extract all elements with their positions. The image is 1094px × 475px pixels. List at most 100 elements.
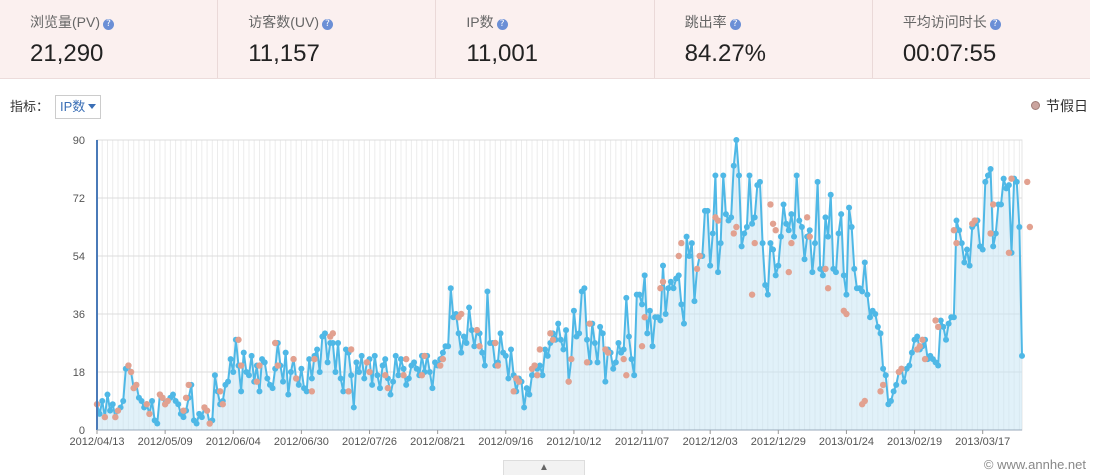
holiday-point (806, 233, 813, 240)
x-tick-label: 2012/11/07 (615, 436, 669, 448)
data-point (584, 336, 591, 343)
data-point (597, 323, 604, 330)
data-point (796, 217, 803, 224)
data-point (484, 288, 491, 295)
data-point (528, 372, 535, 379)
holiday-point (916, 343, 923, 350)
holiday-point (843, 310, 850, 318)
data-point (256, 388, 263, 395)
x-tick-label: 2012/04/13 (69, 436, 124, 448)
help-icon[interactable]: ? (103, 19, 114, 30)
holiday-point (879, 381, 887, 389)
kpi-ip: IP数? 11,001 (436, 0, 655, 78)
data-point (846, 204, 853, 211)
data-point (848, 224, 855, 230)
holiday-point (971, 217, 979, 224)
data-point (542, 346, 549, 353)
holiday-point (824, 285, 832, 292)
help-icon[interactable]: ? (989, 19, 1001, 30)
data-point (521, 404, 528, 411)
data-point (736, 172, 742, 179)
data-point (238, 388, 245, 395)
collapse-arrow-icon: ▲ (539, 462, 549, 473)
help-icon[interactable]: ? (321, 19, 333, 30)
data-point (901, 378, 908, 385)
holiday-point (568, 355, 575, 363)
data-point (356, 369, 363, 375)
holiday-point (531, 362, 538, 369)
holiday-point (347, 346, 355, 353)
data-point (198, 414, 205, 421)
holiday-point (363, 359, 371, 366)
data-point (646, 307, 653, 314)
y-tick-label: 36 (73, 309, 85, 321)
data-point (825, 233, 832, 240)
holiday-point (418, 372, 426, 379)
holiday-point (861, 397, 868, 405)
data-point (169, 391, 176, 398)
holiday-point (934, 323, 942, 331)
data-point (639, 301, 646, 308)
holiday-point (696, 252, 703, 260)
data-point (411, 359, 418, 366)
data-point (749, 220, 756, 227)
data-point (851, 265, 858, 272)
holiday-point (921, 355, 929, 363)
data-point (966, 262, 973, 269)
data-point (353, 359, 360, 366)
data-point (397, 356, 404, 363)
data-point (644, 330, 651, 337)
data-point (298, 365, 305, 372)
holiday-point (659, 278, 667, 285)
kpi-value: 84.27% (684, 40, 767, 67)
holiday-point (641, 314, 648, 321)
data-point (560, 346, 567, 353)
holiday-point (114, 407, 122, 414)
holiday-point (382, 372, 389, 379)
data-point (935, 362, 942, 369)
help-icon[interactable]: ? (729, 19, 741, 30)
data-point (536, 362, 543, 369)
data-point (602, 378, 609, 385)
holiday-point (329, 330, 337, 337)
holiday-point (638, 343, 646, 350)
data-point (468, 327, 475, 334)
data-point (817, 265, 824, 272)
data-point (683, 233, 690, 240)
holiday-point (803, 214, 811, 221)
data-point (743, 224, 750, 230)
holiday-point (989, 201, 997, 208)
data-point (840, 272, 847, 279)
collapse-toggle-button[interactable]: ▲ (503, 460, 585, 475)
y-tick-label: 0 (79, 425, 85, 437)
data-point (709, 230, 716, 237)
ip-trend-chart: 0 18 36 54 72 90 2012/04/13 2012/05/09 2012/06/0… (69, 135, 1034, 448)
data-point (109, 401, 116, 408)
data-point (413, 365, 420, 372)
data-point (287, 369, 294, 375)
data-point (940, 323, 947, 330)
data-point (269, 385, 276, 392)
data-point (963, 246, 970, 253)
data-point (280, 378, 287, 385)
data-point (426, 369, 433, 375)
data-point (688, 240, 695, 247)
holiday-point (788, 239, 795, 247)
x-tick-label: 2012/05/09 (138, 436, 193, 448)
data-point (667, 278, 674, 285)
data-point (463, 340, 470, 346)
data-point (992, 230, 999, 237)
help-icon[interactable]: ? (496, 19, 508, 30)
data-point (678, 301, 685, 308)
data-point (599, 330, 606, 337)
series-line (96, 139, 1023, 425)
holiday-point (271, 339, 279, 347)
data-point (788, 211, 795, 218)
data-point (1013, 178, 1020, 185)
holiday-point (206, 420, 213, 427)
metric-dropdown[interactable]: IP数 (55, 95, 102, 119)
data-point (943, 336, 950, 343)
data-point (387, 391, 394, 398)
data-point (691, 298, 698, 305)
data-point (775, 262, 782, 269)
